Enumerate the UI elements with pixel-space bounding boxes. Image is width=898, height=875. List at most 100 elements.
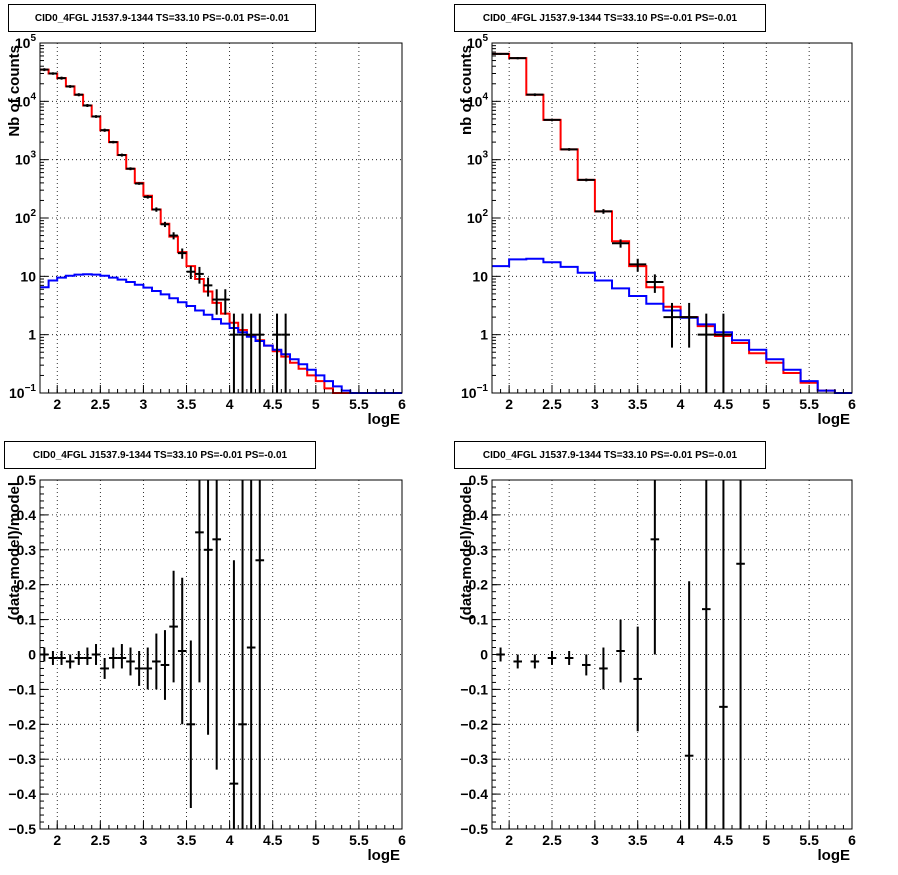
x-tick-label: 2.5 — [91, 832, 111, 848]
x-tick-label: 3 — [591, 396, 599, 412]
x-tick-label: 4 — [226, 396, 234, 412]
x-axis-title: logE — [818, 411, 851, 428]
y-tick-label: 10 — [20, 268, 36, 284]
panel-1-title: CID0_4FGL J1537.9-1344 TS=33.10 PS=-0.01… — [8, 4, 316, 32]
x-axis-title: logE — [368, 411, 401, 428]
x-tick-label: 5.5 — [799, 832, 819, 848]
y-tick-label-exponent: 2 — [482, 208, 488, 219]
y-tick-label: 0.1 — [469, 612, 489, 628]
x-tick-label: 3.5 — [177, 396, 197, 412]
y-tick-label: 0.4 — [469, 507, 489, 523]
y-tick-label-exponent: −1 — [477, 383, 489, 394]
y-tick-label: 102 — [15, 208, 37, 226]
y-tick-label: 103 — [467, 150, 489, 168]
y-tick-label: 0.4 — [17, 507, 37, 523]
panel-1: 2 2.5 3 3.5 4 4.5 5 5.5 610−1110102103104105logE… — [6, 33, 406, 428]
x-tick-label: 5.5 — [349, 832, 369, 848]
y-tick-label: 104 — [15, 91, 37, 109]
panel-3: 2 2.5 3 3.5 4 4.5 5 5.5 6 −0.5 −0.4 −0.3 −0.2 −0.1 0 0.… — [6, 472, 406, 864]
x-tick-label: 6 — [398, 396, 406, 412]
y-tick-label-exponent: 2 — [30, 208, 36, 219]
x-tick-label: 5 — [762, 832, 770, 848]
y-tick-label-base: 10 — [467, 152, 483, 168]
panel-4-title: CID0_4FGL J1537.9-1344 TS=33.10 PS=-0.01… — [454, 441, 766, 469]
y-axis-title: nb of counts — [458, 45, 475, 135]
y-tick-label: 0.1 — [17, 612, 37, 628]
x-tick-label: 2 — [505, 832, 513, 848]
y-tick-label-base: 10 — [467, 93, 483, 109]
panel-3-title: CID0_4FGL J1537.9-1344 TS=33.10 PS=-0.01… — [4, 441, 316, 469]
x-tick-label: 3 — [591, 832, 599, 848]
x-tick-label: 4.5 — [714, 396, 734, 412]
x-tick-label: 3 — [140, 832, 148, 848]
y-tick-label: 0.2 — [17, 577, 37, 593]
y-tick-label: 0 — [480, 647, 488, 663]
y-tick-label: 1 — [480, 327, 488, 343]
x-tick-label: 5.5 — [349, 396, 369, 412]
x-tick-label: 4 — [677, 832, 685, 848]
x-tick-label: 6 — [848, 396, 856, 412]
y-tick-label: 0.5 — [17, 472, 37, 488]
panel-2-title: CID0_4FGL J1537.9-1344 TS=33.10 PS=-0.01… — [454, 4, 766, 32]
y-tick-label-base: 10 — [461, 385, 477, 401]
x-tick-label: 4.5 — [714, 832, 734, 848]
y-tick-label: 105 — [467, 33, 489, 51]
y-tick-label-exponent: 5 — [482, 33, 488, 44]
y-tick-label-base: 10 — [9, 385, 25, 401]
x-tick-label: 4.5 — [263, 832, 283, 848]
y-tick-label-exponent: 4 — [482, 91, 488, 102]
y-tick-label: 0.3 — [17, 542, 37, 558]
y-tick-label: 10−1 — [9, 383, 36, 401]
x-tick-label: 4 — [677, 396, 685, 412]
y-tick-label: −0.2 — [8, 716, 36, 732]
x-tick-label: 3.5 — [177, 832, 197, 848]
y-tick-label: 102 — [467, 208, 489, 226]
x-tick-label: 6 — [398, 832, 406, 848]
y-tick-label: 0 — [28, 647, 36, 663]
x-tick-label: 5 — [762, 396, 770, 412]
y-tick-label-base: 10 — [15, 210, 31, 226]
y-tick-label: 1 — [28, 327, 36, 343]
x-tick-label: 3 — [140, 396, 148, 412]
x-tick-label: 3.5 — [628, 832, 648, 848]
y-tick-label: 0.5 — [469, 472, 489, 488]
y-tick-label-base: 10 — [15, 93, 31, 109]
y-tick-label-exponent: 5 — [30, 33, 36, 44]
y-tick-label: −0.4 — [8, 786, 36, 802]
y-tick-label: 10 — [472, 268, 488, 284]
y-tick-label: −0.5 — [460, 821, 488, 837]
x-tick-label: 3.5 — [628, 396, 648, 412]
x-tick-label: 6 — [848, 832, 856, 848]
x-tick-label: 2.5 — [91, 396, 111, 412]
y-tick-label-exponent: 3 — [30, 150, 36, 161]
x-tick-label: 5 — [312, 396, 320, 412]
x-axis-title: logE — [368, 847, 401, 864]
x-tick-label: 2 — [53, 832, 61, 848]
y-tick-label-exponent: −1 — [25, 383, 37, 394]
y-tick-label: −0.2 — [460, 716, 488, 732]
x-tick-label: 2 — [53, 396, 61, 412]
x-tick-label: 2.5 — [542, 832, 562, 848]
panel-2: 2 2.5 3 3.5 4 4.5 5 5.5 610−1110102103104105logE… — [458, 33, 856, 428]
x-tick-label: 5 — [312, 832, 320, 848]
y-tick-label: −0.1 — [460, 681, 488, 697]
y-axis-title: Nb of counts — [6, 45, 23, 137]
y-tick-label-exponent: 4 — [30, 91, 36, 102]
y-tick-label-base: 10 — [467, 210, 483, 226]
x-tick-label: 4 — [226, 832, 234, 848]
y-tick-label-base: 10 — [15, 152, 31, 168]
x-tick-label: 4.5 — [263, 396, 283, 412]
source-model-curve — [40, 273, 402, 394]
y-tick-label: 10−1 — [461, 383, 488, 401]
y-tick-label: 103 — [15, 150, 37, 168]
y-tick-label: −0.5 — [8, 821, 36, 837]
y-tick-label: −0.1 — [8, 681, 36, 697]
y-tick-label: −0.3 — [8, 751, 36, 767]
y-tick-label-base: 10 — [15, 35, 31, 51]
y-tick-label: 0.2 — [469, 577, 489, 593]
y-tick-label-exponent: 3 — [482, 150, 488, 161]
x-axis-title: logE — [818, 847, 851, 864]
y-tick-label: 105 — [15, 33, 37, 51]
y-axis-title: (data-model)/model — [6, 482, 23, 620]
